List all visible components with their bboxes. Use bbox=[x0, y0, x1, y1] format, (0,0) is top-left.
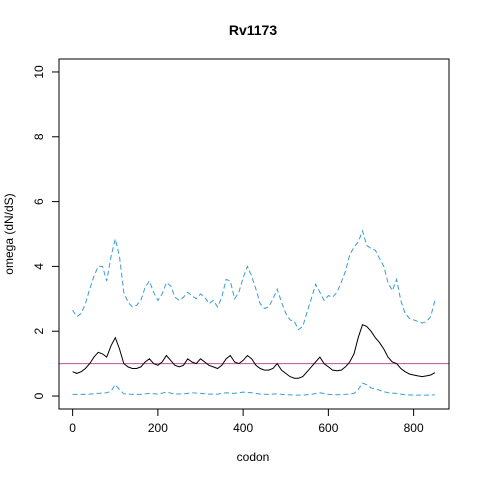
x-tick-label: 800 bbox=[404, 421, 424, 435]
x-tick-label: 400 bbox=[233, 421, 253, 435]
y-tick-label: 2 bbox=[32, 328, 46, 335]
y-tick-label: 6 bbox=[32, 198, 46, 205]
x-axis: 0 200 400 600 800 bbox=[69, 408, 424, 435]
y-tick-label: 8 bbox=[32, 133, 46, 140]
y-tick-label: 10 bbox=[32, 65, 46, 79]
plot-frame bbox=[58, 58, 450, 410]
series-line-lower bbox=[72, 382, 435, 396]
x-tick-label: 200 bbox=[148, 421, 168, 435]
x-tick-label: 0 bbox=[69, 421, 76, 435]
x-tick-label: 600 bbox=[318, 421, 338, 435]
y-axis: 0 2 4 6 8 10 bbox=[32, 65, 60, 399]
y-tick-label: 0 bbox=[32, 392, 46, 399]
chart-title: Rv1173 bbox=[229, 22, 277, 38]
plot-area bbox=[59, 229, 449, 396]
x-axis-label: codon bbox=[237, 450, 270, 464]
y-tick-label: 4 bbox=[32, 263, 46, 270]
series-line-upper bbox=[72, 229, 436, 331]
series-line-estimate bbox=[72, 324, 436, 379]
y-axis-label: omega (dN/dS) bbox=[2, 193, 16, 274]
